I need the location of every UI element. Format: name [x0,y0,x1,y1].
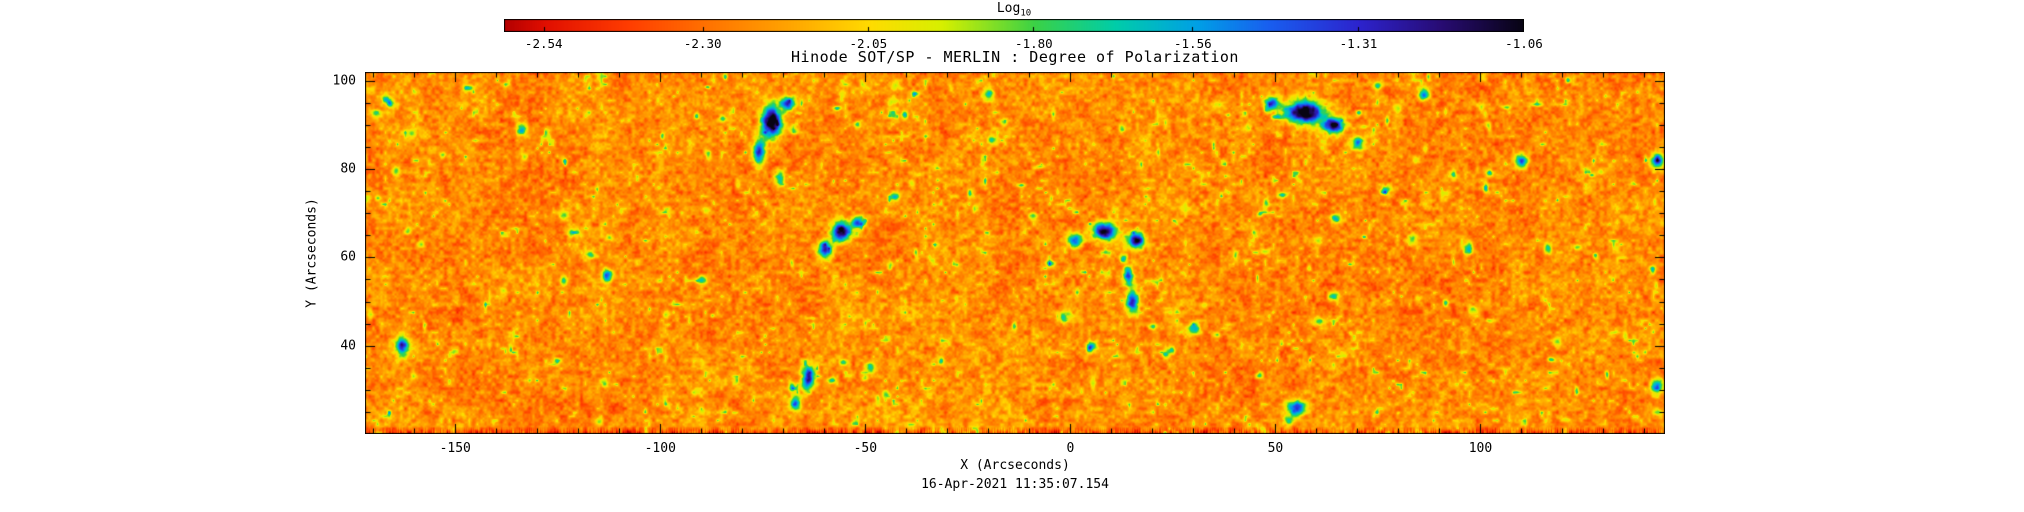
x-axis-tick-labels: -150 -100 -50 0 50 100 [0,441,2024,457]
x-tick-label: 50 [1267,441,1284,456]
x-tick-label: 100 [1468,441,1493,456]
x-tick-label: -100 [644,441,676,456]
timestamp: 16-Apr-2021 11:35:07.154 [921,477,1109,492]
colorbar-title: Log10 [504,1,1524,19]
x-tick-label: -150 [439,441,471,456]
y-tick-label: 60 [340,249,356,265]
y-axis-tick-labels: 40 60 80 100 [0,0,356,512]
colorbar-title-subscript: 10 [1020,8,1032,19]
colorbar-tick-label: -1.31 [1339,36,1378,51]
colorbar-tick-label: -1.80 [1015,36,1053,51]
colorbar-tick-label: -2.05 [849,36,888,51]
heatmap-canvas [365,72,1665,434]
y-tick-label: 40 [340,338,356,354]
colorbar-tick-label: -1.56 [1174,36,1212,51]
colorbar-title-text: Log [996,1,1021,16]
colorbar-tick-label: -2.30 [683,36,722,51]
y-tick-label: 100 [332,73,356,89]
x-tick-label: 0 [1066,441,1075,456]
x-tick-label: -50 [853,441,878,456]
colorbar-tick-label: -2.54 [524,36,563,51]
plot-title: Hinode SOT/SP - MERLIN : Degree of Polar… [791,48,1239,66]
colorbar-tick-label: -1.06 [1505,36,1543,51]
colorbar-tick-labels: -2.54 -2.30 -2.05 -1.80 -1.56 -1.31 -1.06 [0,36,2024,52]
colorbar [504,19,1524,32]
y-tick-label: 80 [340,161,356,177]
x-axis-label: X (Arcseconds) [960,458,1070,473]
